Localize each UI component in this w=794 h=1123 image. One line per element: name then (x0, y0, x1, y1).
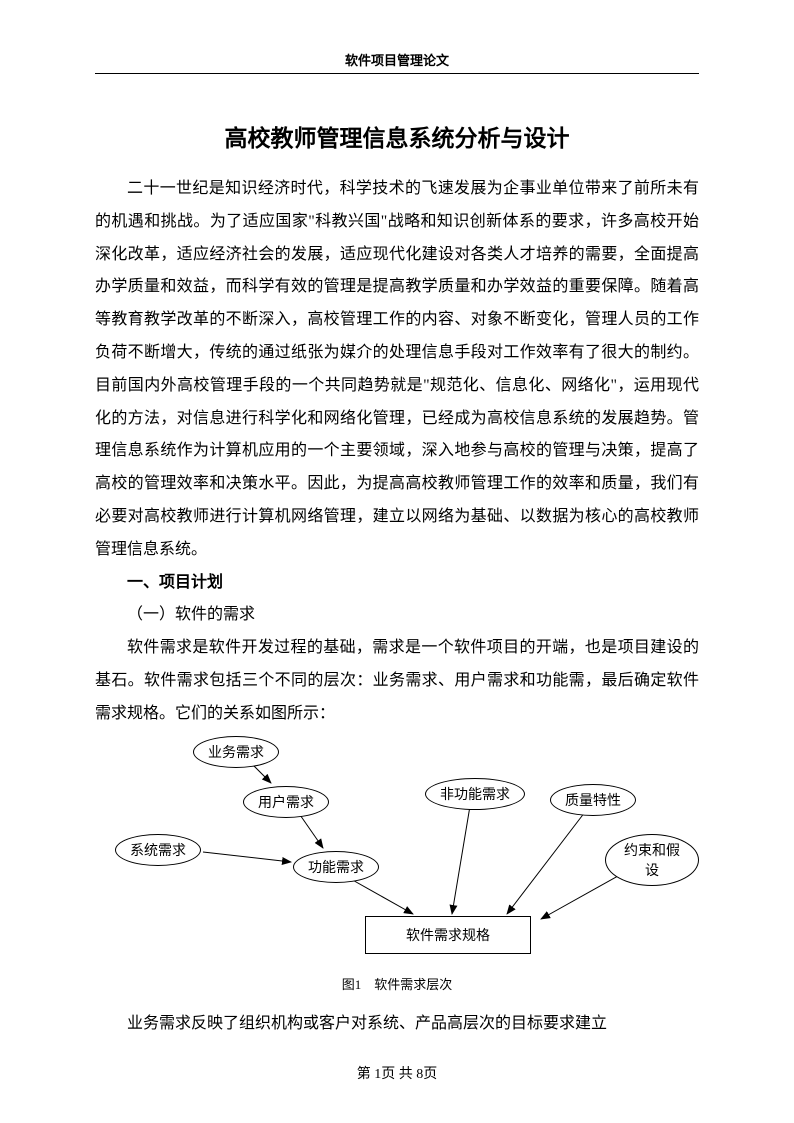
node-spec: 软件需求规格 (365, 916, 531, 954)
closing-paragraph: 业务需求反映了组织机构或客户对系统、产品高层次的目标要求建立 (95, 1008, 699, 1041)
intro-paragraph: 二十一世纪是知识经济时代，科学技术的飞速发展为企事业单位带来了前所未有的机遇和挑… (95, 173, 699, 567)
node-user-req: 用户需求 (243, 786, 329, 818)
node-nonfunc-req: 非功能需求 (425, 778, 525, 810)
requirements-diagram: 业务需求 用户需求 系统需求 功能需求 非功能需求 质量特性 约束和假设 软件需… (95, 736, 699, 966)
header-divider (95, 73, 699, 74)
subsection-1-heading: （一）软件的需求 (95, 599, 699, 632)
page-header: 软件项目管理论文 (95, 50, 699, 69)
edge-user-function (298, 812, 323, 848)
edge-quality-spec (507, 812, 585, 914)
node-constraint: 约束和假设 (605, 834, 699, 886)
edge-nonfunc-spec (452, 806, 470, 914)
node-business-req: 业务需求 (193, 736, 279, 768)
node-system-req: 系统需求 (115, 834, 201, 866)
node-function-req: 功能需求 (293, 851, 379, 883)
figure-1-caption: 图1 软件需求层次 (95, 974, 699, 993)
edge-system-function (203, 852, 291, 862)
document-title: 高校教师管理信息系统分析与设计 (95, 119, 699, 153)
page-footer: 第 1页 共 8页 (0, 1063, 794, 1083)
edge-function-spec (349, 878, 413, 914)
node-quality: 质量特性 (550, 784, 636, 816)
software-req-paragraph: 软件需求是软件开发过程的基础，需求是一个软件项目的开端，也是项目建设的基石。软件… (95, 632, 699, 730)
section-1-heading: 一、项目计划 (95, 567, 699, 600)
